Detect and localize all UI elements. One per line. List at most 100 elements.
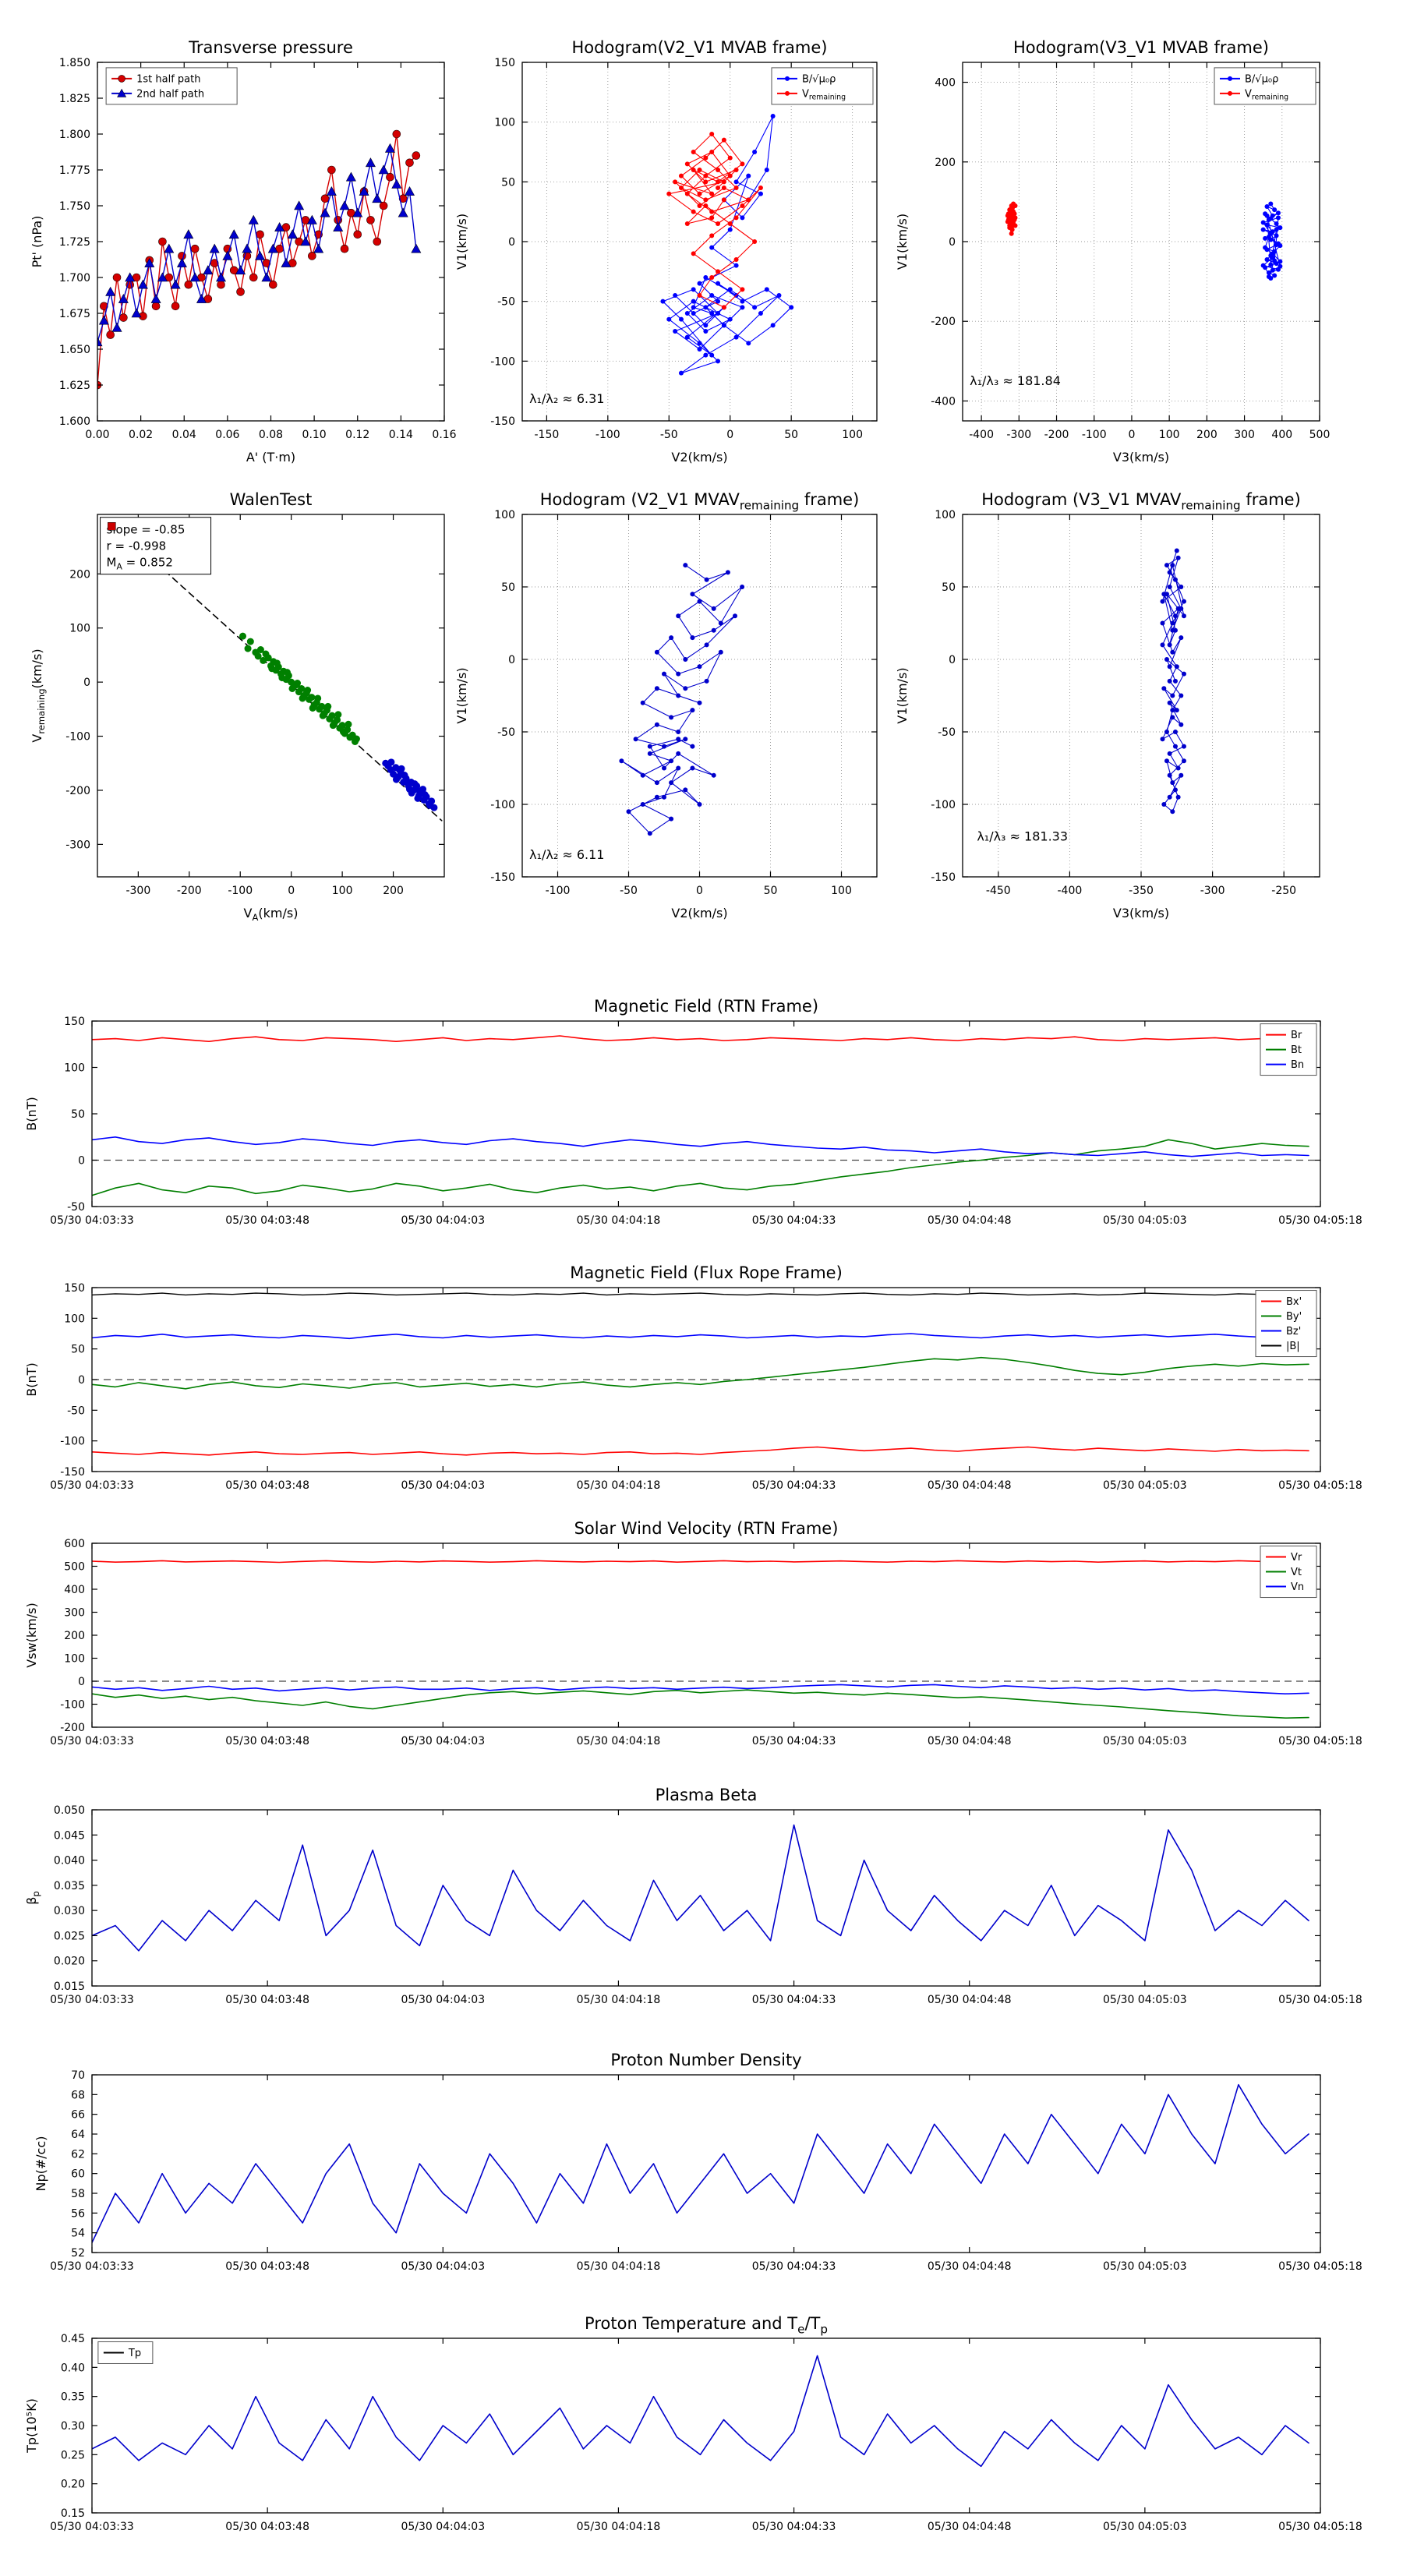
proton-number-density-ytick-label: 52: [71, 2247, 85, 2260]
proton-temperature-xtick-label: 05/30 04:04:33: [752, 2521, 836, 2533]
svg-text:MA = 0.852: MA = 0.852: [107, 556, 173, 572]
hodogram-v2v1-mvab-ytick-label: 50: [501, 176, 515, 189]
hodogram-v2v1-mvav-annotation: λ₁/λ₂ ≈ 6.11: [529, 847, 604, 862]
hodogram-v2v1-mvab: -150 -100 -50 0 50 100 -150 -100 -50 0 50 100 150 Hod…: [454, 38, 878, 465]
walen-test-title: WalenTest: [230, 490, 313, 509]
proton-number-density-xtick-label: 05/30 04:05:03: [1103, 2260, 1187, 2273]
proton-temperature-legend-label: Tp: [128, 2348, 141, 2359]
solar-wind-velocity-ylabel: Vsw(km/s): [24, 1602, 39, 1667]
hodogram-v2v1-mvab-xtick-label: 100: [842, 429, 863, 441]
transverse-pressure-xtick-label: 0.12: [345, 429, 369, 441]
walen-test-ytick-label: -300: [65, 839, 90, 851]
magnetic-field-rtn-xtick-label: 05/30 04:04:48: [928, 1214, 1012, 1227]
magnetic-field-flux-rope-xtick-label: 05/30 04:03:48: [225, 1479, 309, 1492]
hodogram-v3v1-mvav-ytick-label: 0: [949, 654, 956, 666]
walen-test-ytick-label: -100: [65, 731, 90, 744]
magnetic-field-flux-rope-ytick-label: -50: [67, 1405, 85, 1417]
svg-text:r = -0.998: r = -0.998: [107, 539, 167, 553]
hodogram-v2v1-mvav-xtick-label: -100: [546, 885, 571, 897]
bn: [92, 1136, 1309, 1157]
beta-p: [92, 1824, 1309, 1952]
magnetic-field-rtn-xtick-label: 05/30 04:03:33: [50, 1214, 134, 1227]
proton-number-density-ytick-label: 54: [71, 2228, 85, 2240]
transverse-pressure-ylabel: Pt' (nPa): [30, 216, 44, 268]
magnetic-field-flux-rope-ytick-label: 100: [64, 1313, 85, 1325]
hodogram-v2v1-mvav: -100 -50 0 50 100 -150 -100 -50 0 50 100 Hodogram (…: [454, 490, 878, 921]
hodogram-v3v1-mvab-xtick-label: 300: [1234, 429, 1255, 441]
magnetic-field-rtn-ytick-label: 50: [71, 1108, 85, 1121]
hodogram-v3v1-mvav-ytick-label: -100: [931, 799, 956, 811]
solar-wind-velocity: 05/30 04:03:33 05/30 04:03:48 05/30 04:04:…: [24, 1519, 1362, 1747]
magnetic-field-rtn-xtick-label: 05/30 04:04:33: [752, 1214, 836, 1227]
proton-number-density-xtick-label: 05/30 04:05:18: [1278, 2260, 1362, 2273]
hodogram-v2v1-mvab-ylabel: V1(km/s): [454, 214, 469, 270]
proton-temperature-xtick-label: 05/30 04:04:18: [577, 2521, 661, 2533]
hodogram-v3v1-mvav-title: Hodogram (V3_V1 MVAVremaining frame): [981, 490, 1301, 512]
solar-wind-velocity-legend-label: Vr: [1291, 1552, 1302, 1564]
magnetic-field-flux-rope-legend-label: Bx': [1286, 1296, 1302, 1308]
solar-wind-velocity-title: Solar Wind Velocity (RTN Frame): [574, 1519, 839, 1538]
solar-wind-velocity-ytick-label: -100: [60, 1699, 85, 1712]
hodogram-v3v1-mvav-ytick-label: -150: [931, 871, 956, 884]
proton-temperature-ytick-label: 0.35: [61, 2391, 85, 2404]
hodogram-v2v1-mvav-xtick-label: 0: [696, 885, 703, 897]
magnetic-field-rtn-ytick-label: 0: [78, 1155, 85, 1168]
b-over-sqrt-mu0rho: [1260, 201, 1283, 281]
v-remaining-path: [619, 563, 745, 836]
transverse-pressure-xtick-label: 0.06: [215, 429, 239, 441]
magnetic-field-flux-rope-legend: Bx' By' Bz' |B|: [1255, 1290, 1317, 1358]
hodogram-v2v1-mvab-xtick-label: 50: [784, 429, 798, 441]
proton-temperature-xtick-label: 05/30 04:05:03: [1103, 2521, 1187, 2533]
hodogram-v2v1-mvav-xlabel: V2(km/s): [671, 906, 727, 921]
magnetic-field-flux-rope: 05/30 04:03:33 05/30 04:03:48 05/30 04:04:…: [24, 1263, 1362, 1492]
hodogram-v2v1-mvav-ytick-label: -50: [497, 726, 515, 739]
hodogram-v2v1-mvab-xtick-label: -50: [660, 429, 678, 441]
magnetic-field-rtn-title: Magnetic Field (RTN Frame): [594, 997, 818, 1016]
walen-test-xtick-label: 200: [383, 885, 404, 897]
transverse-pressure-xtick-label: 0.10: [302, 429, 327, 441]
first-half-points: [239, 632, 360, 745]
hodogram-v2v1-mvab-annotation: λ₁/λ₂ ≈ 6.31: [529, 391, 604, 406]
by-prime: [92, 1356, 1309, 1390]
solar-wind-velocity-xtick-label: 05/30 04:04:33: [752, 1735, 836, 1747]
vr: [92, 1560, 1309, 1564]
transverse-pressure-ytick-label: 1.800: [59, 129, 90, 141]
solar-wind-velocity-xtick-label: 05/30 04:04:18: [577, 1735, 661, 1747]
plasma-beta-ytick-label: 0.045: [54, 1829, 85, 1842]
hodogram-v2v1-mvav-ytick-label: 50: [501, 581, 515, 594]
proton-number-density-ytick-label: 64: [71, 2129, 85, 2141]
magnetic-field-flux-rope-xtick-label: 05/30 04:04:33: [752, 1479, 836, 1492]
plasma-beta-xtick-label: 05/30 04:04:48: [928, 1994, 1012, 2006]
magnetic-field-flux-rope-ytick-label: -100: [60, 1436, 85, 1448]
solar-wind-velocity-ytick-label: 400: [64, 1584, 85, 1596]
tp: [92, 2355, 1309, 2468]
proton-number-density-ylabel: Np(#/cc): [34, 2136, 48, 2192]
hodogram-v2v1-mvab-ytick-label: 0: [508, 236, 515, 249]
proton-temperature-xtick-label: 05/30 04:04:48: [928, 2521, 1012, 2533]
svg-text:slope = -0.85: slope = -0.85: [107, 523, 186, 537]
proton-number-density-xtick-label: 05/30 04:03:33: [50, 2260, 134, 2273]
hodogram-v3v1-mvav-xtick-label: -250: [1271, 885, 1296, 897]
transverse-pressure-title: Transverse pressure: [188, 38, 353, 57]
hodogram-v2v1-mvab-ytick-label: 100: [494, 117, 515, 129]
proton-number-density-ytick-label: 66: [71, 2109, 85, 2122]
transverse-pressure-ytick-label: 1.675: [59, 308, 90, 320]
vt: [92, 1689, 1309, 1719]
hodogram-v3v1-mvav-xlabel: V3(km/s): [1113, 906, 1169, 921]
transverse-pressure-ytick-label: 1.600: [59, 415, 90, 428]
transverse-pressure-ytick-label: 1.625: [59, 380, 90, 392]
hodogram-v2v1-mvav-ytick-label: 100: [494, 509, 515, 521]
magnetic-field-flux-rope-ytick-label: -150: [60, 1466, 85, 1479]
plasma-beta-ytick-label: 0.030: [54, 1905, 85, 1917]
hodogram-v2v1-mvab-ytick-label: -50: [497, 296, 515, 309]
plasma-beta-title: Plasma Beta: [656, 1786, 758, 1804]
transverse-pressure-ytick-label: 1.650: [59, 344, 90, 356]
solar-wind-velocity-xtick-label: 05/30 04:04:48: [928, 1735, 1012, 1747]
solar-wind-velocity-legend-label: Vn: [1291, 1581, 1304, 1593]
walen-test-stats-box: slope = -0.85 r = -0.998 MA = 0.852: [100, 517, 212, 575]
hodogram-v3v1-mvav-ytick-label: -50: [938, 726, 956, 739]
walen-test-ylabel: Vremaining(km/s): [30, 648, 47, 742]
plasma-beta: 05/30 04:03:33 05/30 04:03:48 05/30 04:04:…: [24, 1786, 1362, 2006]
transverse-pressure-ytick-label: 1.750: [59, 200, 90, 213]
